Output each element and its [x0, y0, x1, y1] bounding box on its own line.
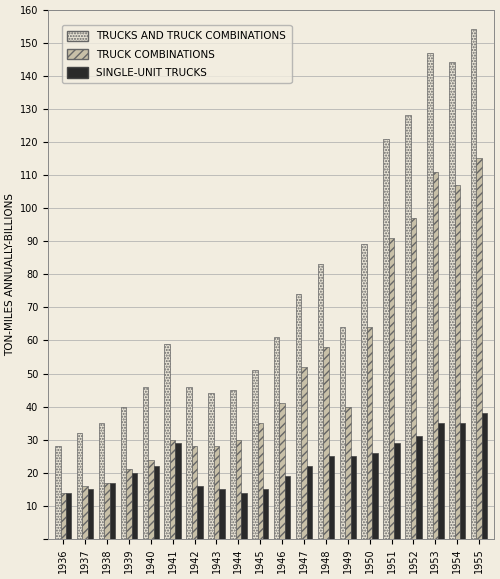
- Bar: [460, 423, 466, 539]
- Bar: [427, 53, 432, 539]
- Bar: [126, 470, 132, 539]
- Bar: [384, 138, 389, 539]
- Bar: [230, 390, 235, 539]
- Bar: [345, 406, 350, 539]
- Bar: [328, 456, 334, 539]
- Bar: [60, 493, 66, 539]
- Bar: [449, 63, 454, 539]
- Bar: [186, 387, 192, 539]
- Bar: [236, 439, 241, 539]
- Bar: [476, 159, 482, 539]
- Bar: [274, 337, 280, 539]
- Bar: [241, 493, 246, 539]
- Bar: [318, 265, 323, 539]
- Bar: [302, 367, 307, 539]
- Bar: [132, 473, 137, 539]
- Bar: [164, 344, 170, 539]
- Bar: [263, 489, 268, 539]
- Bar: [258, 423, 263, 539]
- Bar: [410, 218, 416, 539]
- Bar: [120, 406, 126, 539]
- Bar: [285, 476, 290, 539]
- Bar: [406, 115, 410, 539]
- Bar: [55, 446, 60, 539]
- Bar: [154, 466, 159, 539]
- Bar: [88, 489, 94, 539]
- Bar: [367, 327, 372, 539]
- Bar: [350, 456, 356, 539]
- Bar: [438, 423, 444, 539]
- Bar: [99, 423, 104, 539]
- Bar: [307, 466, 312, 539]
- Bar: [340, 327, 345, 539]
- Bar: [170, 439, 175, 539]
- Bar: [252, 370, 258, 539]
- Bar: [82, 486, 88, 539]
- Bar: [280, 404, 285, 539]
- Y-axis label: TON-MILES ANNUALLY-BILLIONS: TON-MILES ANNUALLY-BILLIONS: [6, 193, 16, 356]
- Bar: [372, 453, 378, 539]
- Bar: [416, 437, 422, 539]
- Bar: [482, 413, 488, 539]
- Bar: [66, 493, 71, 539]
- Bar: [148, 460, 154, 539]
- Bar: [323, 347, 328, 539]
- Bar: [296, 294, 302, 539]
- Bar: [362, 244, 367, 539]
- Bar: [142, 387, 148, 539]
- Bar: [389, 238, 394, 539]
- Bar: [208, 393, 214, 539]
- Bar: [77, 433, 82, 539]
- Bar: [110, 483, 115, 539]
- Bar: [192, 446, 198, 539]
- Bar: [104, 483, 110, 539]
- Legend: TRUCKS AND TRUCK COMBINATIONS, TRUCK COMBINATIONS, SINGLE-UNIT TRUCKS: TRUCKS AND TRUCK COMBINATIONS, TRUCK COM…: [62, 25, 292, 83]
- Bar: [198, 486, 203, 539]
- Bar: [219, 489, 224, 539]
- Bar: [471, 30, 476, 539]
- Bar: [432, 172, 438, 539]
- Bar: [176, 443, 181, 539]
- Bar: [454, 185, 460, 539]
- Bar: [394, 443, 400, 539]
- Bar: [214, 446, 219, 539]
